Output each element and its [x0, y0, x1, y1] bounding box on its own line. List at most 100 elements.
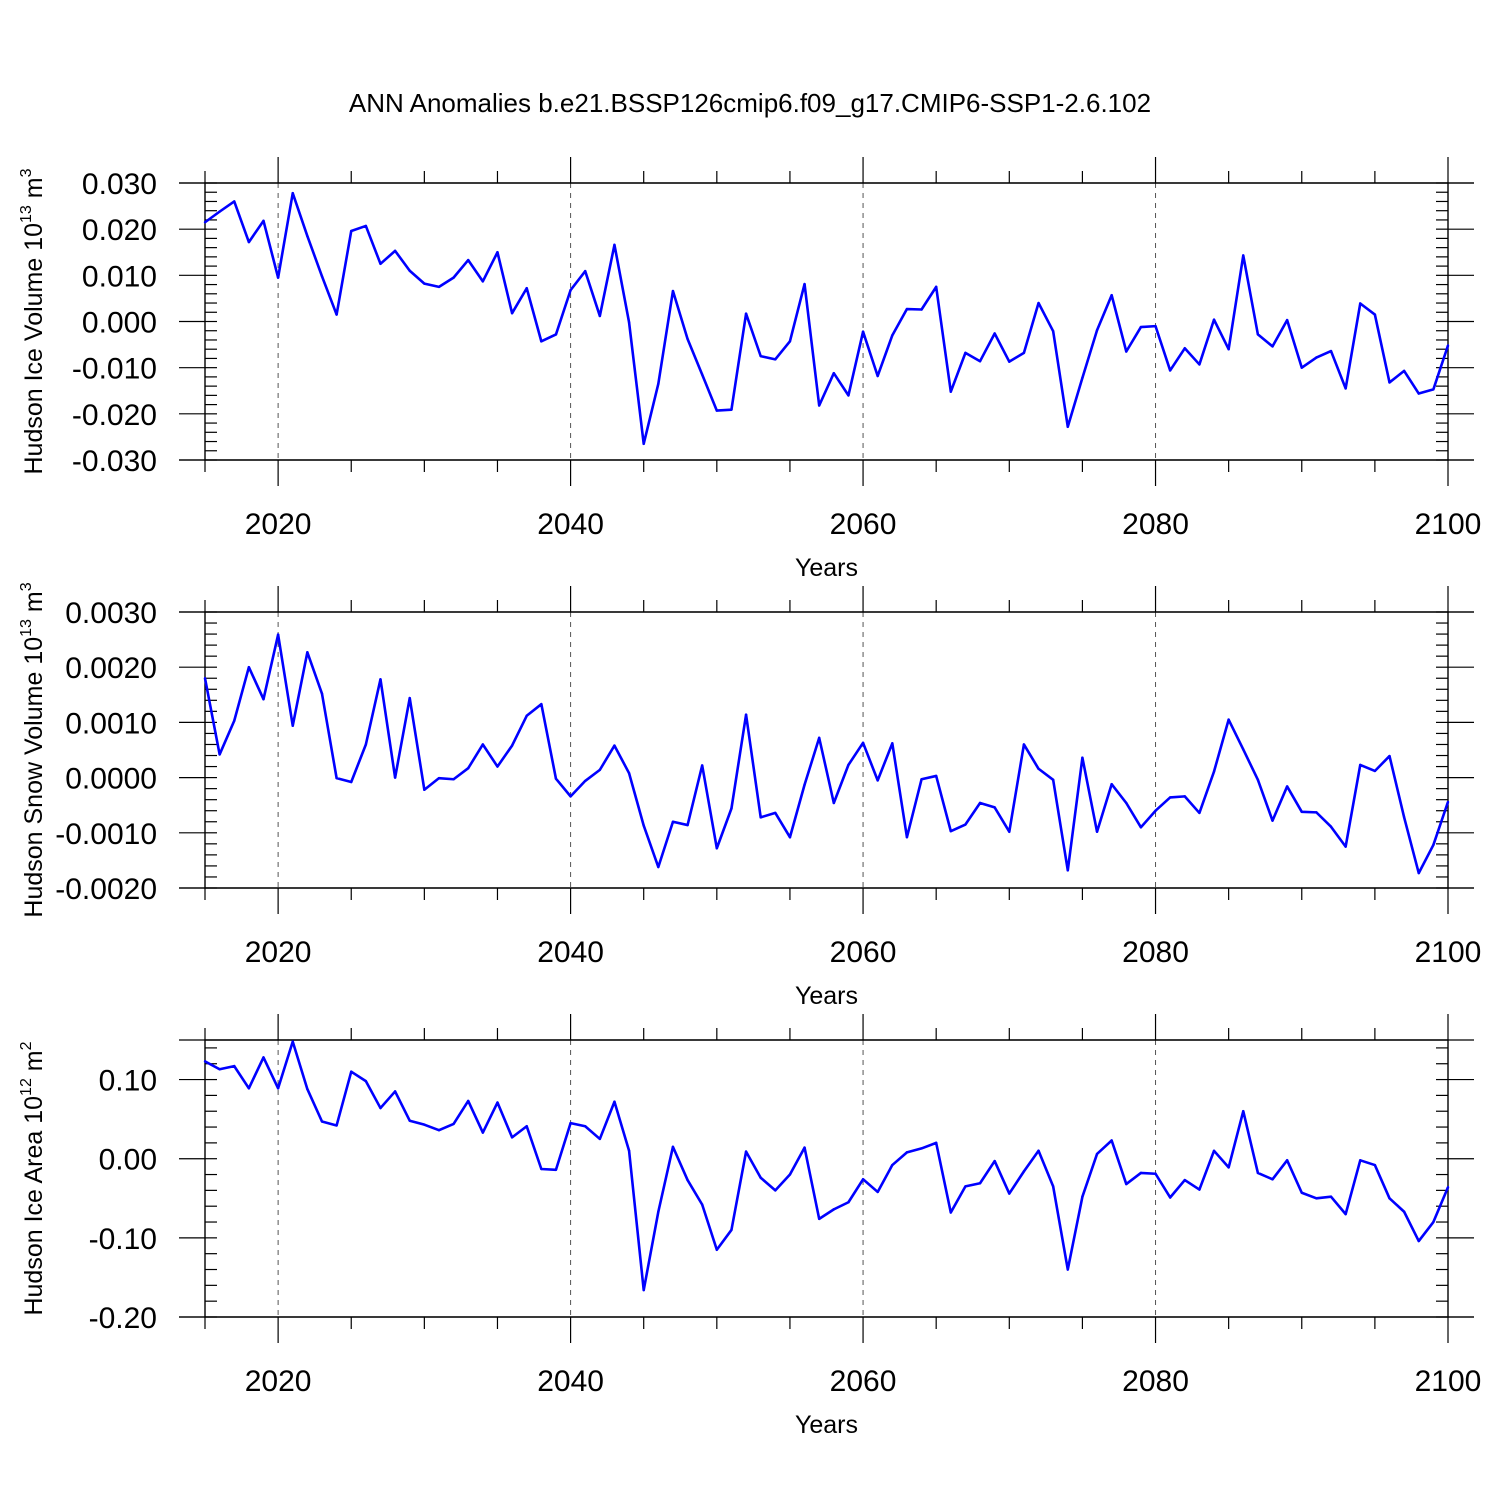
- data-point: [964, 351, 967, 355]
- chart-panel-1: 2020 2040 2060 2080 2100 Years -0.030 -0.020 -0.…: [18, 157, 1481, 582]
- data-point: [510, 311, 514, 315]
- data-point: [1212, 1149, 1216, 1153]
- data-point: [306, 1087, 309, 1091]
- data-point: [759, 354, 762, 358]
- data-point: [993, 332, 996, 335]
- data-point: [613, 1100, 616, 1103]
- data-point: [233, 1064, 236, 1068]
- data-point: [1402, 369, 1406, 373]
- series-line: [204, 1040, 1450, 1292]
- data-point: [364, 1079, 368, 1083]
- data-point: [905, 836, 909, 839]
- data-point: [1417, 871, 1420, 875]
- data-point: [832, 1208, 836, 1211]
- data-point: [861, 330, 865, 333]
- x-tick-label: 2100: [1415, 1365, 1482, 1398]
- x-tick-label: 2100: [1415, 508, 1482, 541]
- data-point: [1154, 1172, 1157, 1175]
- data-point: [554, 777, 558, 780]
- data-point: [847, 763, 850, 767]
- data-point: [817, 1217, 821, 1221]
- data-point: [1446, 344, 1450, 347]
- data-point: [1432, 388, 1435, 391]
- y-tick-label: 0.00: [99, 1144, 157, 1177]
- data-point: [1315, 1197, 1318, 1200]
- data-point: [701, 764, 704, 767]
- data-point: [1285, 785, 1289, 788]
- data-point: [1329, 1195, 1333, 1198]
- data-point: [920, 1147, 923, 1150]
- data-point: [540, 702, 543, 706]
- data-point: [218, 753, 221, 756]
- y-tick-label: 0.020: [82, 214, 157, 247]
- data-point: [627, 771, 631, 775]
- y-tick-label: -0.20: [89, 1302, 157, 1335]
- data-point: [832, 372, 836, 375]
- y-axis-label: Hudson Snow Volume 1013 m3: [18, 582, 48, 917]
- data-point: [467, 767, 470, 770]
- data-point: [1110, 293, 1113, 297]
- data-point: [671, 289, 675, 293]
- x-tick-label: 2080: [1122, 508, 1189, 541]
- data-point: [1008, 830, 1011, 833]
- data-point: [642, 824, 645, 827]
- data-point: [1183, 1178, 1186, 1182]
- data-point: [832, 801, 836, 805]
- data-point: [657, 865, 660, 869]
- data-point: [1037, 301, 1040, 305]
- data-point: [1373, 313, 1377, 316]
- data-point: [1359, 763, 1362, 767]
- data-point: [437, 285, 441, 289]
- data-point: [730, 1228, 733, 1232]
- data-point: [1446, 800, 1450, 804]
- y-axis-label-unit-exponent: 2: [18, 1041, 35, 1050]
- data-point: [554, 333, 558, 336]
- data-point: [1212, 318, 1216, 321]
- data-point: [481, 743, 485, 746]
- data-point: [203, 221, 207, 224]
- data-point: [1242, 1110, 1245, 1113]
- data-point: [393, 249, 397, 253]
- data-point: [408, 1119, 411, 1122]
- data-point: [291, 191, 294, 195]
- data-point: [1198, 811, 1201, 815]
- data-point: [1315, 811, 1318, 814]
- y-axis-label: Hudson Ice Volume 1013 m3: [18, 168, 48, 474]
- y-tick-label: 0.0000: [65, 763, 157, 796]
- figure-title: ANN Anomalies b.e21.BSSP126cmip6.f09_g17…: [349, 88, 1151, 118]
- x-tick-label: 2060: [830, 1365, 897, 1398]
- data-point: [584, 1125, 587, 1128]
- data-point: [320, 275, 324, 278]
- y-tick-label: -0.010: [72, 353, 157, 386]
- data-point: [1095, 1152, 1099, 1156]
- y-axis-label-unit: m: [20, 591, 48, 619]
- data-point: [1227, 1166, 1230, 1169]
- data-point: [540, 1167, 543, 1171]
- y-axis-label-exponent: 13: [18, 619, 35, 637]
- data-point: [584, 779, 587, 783]
- data-point: [847, 394, 850, 397]
- data-point: [496, 1101, 499, 1104]
- data-point: [1446, 1186, 1450, 1189]
- data-point: [934, 285, 938, 289]
- data-point: [1081, 756, 1084, 759]
- data-point: [993, 806, 996, 809]
- x-tick-label: 2060: [830, 508, 897, 541]
- data-point: [1051, 329, 1055, 333]
- data-point: [467, 258, 470, 262]
- y-axis-label-unit: m: [20, 177, 48, 205]
- data-point: [1359, 302, 1362, 305]
- data-point: [1300, 366, 1303, 369]
- data-point: [978, 360, 982, 363]
- data-point: [452, 276, 455, 279]
- data-point: [1154, 809, 1157, 812]
- data-point: [1344, 1212, 1347, 1216]
- data-point: [203, 677, 207, 680]
- data-point: [393, 776, 397, 779]
- data-point: [291, 724, 294, 727]
- data-point: [774, 1189, 777, 1192]
- data-point: [1066, 869, 1069, 872]
- data-point: [233, 200, 236, 203]
- data-point: [803, 1146, 806, 1149]
- x-tick-label: 2080: [1122, 936, 1189, 969]
